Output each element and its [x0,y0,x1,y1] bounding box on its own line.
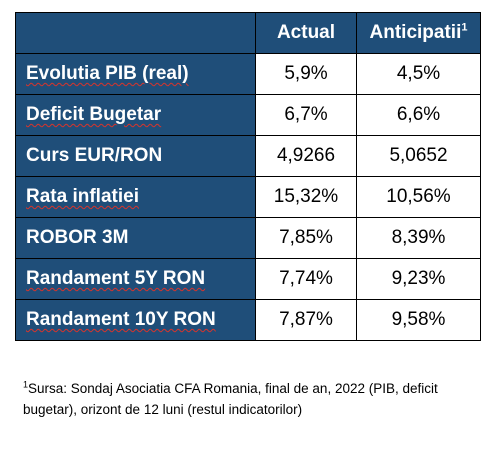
cell-actual: 6,7% [255,94,357,136]
row-label-yield-5y: Randament 5Y RON [15,258,256,300]
cell-forecast: 6,6% [356,94,481,136]
row-label-text: Rata inflatiei [26,186,139,207]
row-label-text: Randament 10Y RON [26,309,216,330]
table-row: Randament 5Y RON 7,74% 9,23% [15,258,481,300]
table-row: ROBOR 3M 7,85% 8,39% [15,217,481,259]
cell-forecast: 10,56% [356,176,481,218]
cell-actual: 7,74% [255,258,357,300]
cell-forecast: 4,5% [356,53,481,95]
cell-actual: 7,87% [255,299,357,341]
row-label-text: Randament 5Y RON [26,268,206,289]
row-label-yield-10y: Randament 10Y RON [15,299,256,341]
row-label-fx: Curs EUR/RON [15,135,256,177]
footnote-reference: 1 [461,21,468,34]
table-row: Rata inflatiei 15,32% 10,56% [15,176,481,218]
row-label-gdp: Evolutia PIB (real) [15,53,256,95]
row-label-text: Curs EUR/RON [26,145,163,166]
table-row: Curs EUR/RON 4,9266 5,0652 [15,135,481,177]
row-label-robor: ROBOR 3M [15,217,256,259]
row-label-text: ROBOR 3M [26,227,129,248]
footnote: 1Sursa: Sondaj Asociatia CFA Romania, fi… [23,378,463,420]
indicators-table: Actual Anticipatii1 Evolutia PIB (real) … [15,12,481,341]
cell-forecast: 9,58% [356,299,481,341]
row-label-inflation: Rata inflatiei [15,176,256,218]
row-label-text: Evolutia PIB (real) [26,63,189,84]
table-row: Deficit Bugetar 6,7% 6,6% [15,94,481,136]
row-label-deficit: Deficit Bugetar [15,94,256,136]
footnote-text: Sursa: Sondaj Asociatia CFA Romania, fin… [23,381,438,417]
cell-actual: 7,85% [255,217,357,259]
table-row: Evolutia PIB (real) 5,9% 4,5% [15,53,481,95]
table-row: Randament 10Y RON 7,87% 9,58% [15,299,481,341]
cell-forecast: 9,23% [356,258,481,300]
header-cell-label [15,12,256,54]
cell-actual: 5,9% [255,53,357,95]
cell-actual: 4,9266 [255,135,357,177]
header-cell-forecast: Anticipatii1 [356,12,481,54]
cell-forecast: 5,0652 [356,135,481,177]
header-cell-actual: Actual [255,12,357,54]
header-forecast-text: Anticipatii [369,22,462,43]
header-row: Actual Anticipatii1 [15,12,481,54]
cell-forecast: 8,39% [356,217,481,259]
footnote-mark: 1 [23,379,29,390]
cell-actual: 15,32% [255,176,357,218]
row-label-text: Deficit Bugetar [26,104,162,125]
